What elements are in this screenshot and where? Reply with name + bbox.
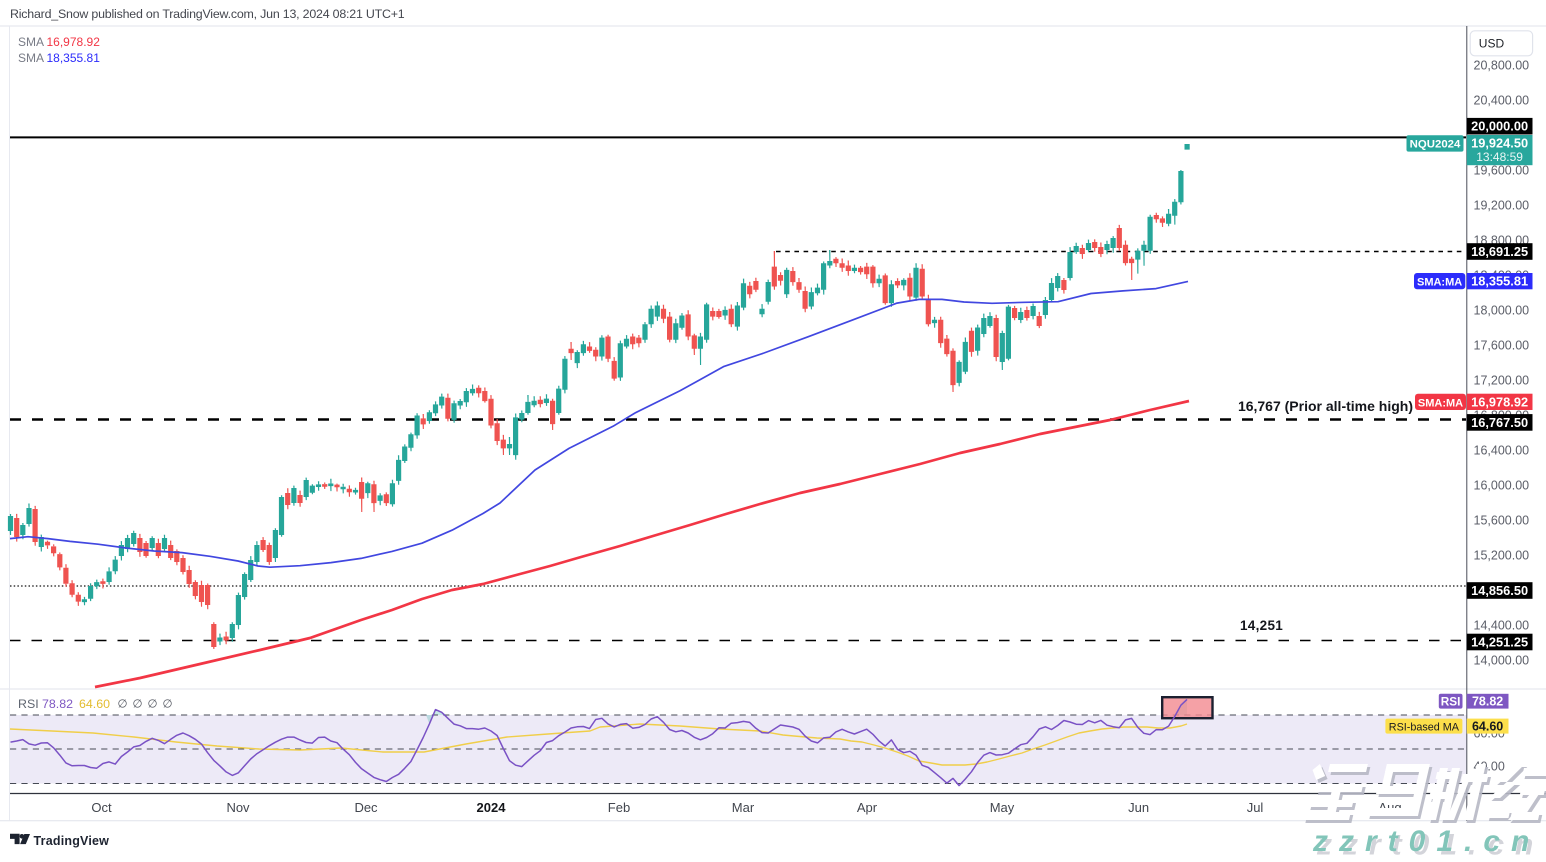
svg-text:14,856.50: 14,856.50 bbox=[1471, 583, 1528, 598]
svg-text:78.82: 78.82 bbox=[42, 697, 73, 711]
svg-text:Feb: Feb bbox=[608, 800, 630, 815]
svg-text:16,767 (Prior all-time high): 16,767 (Prior all-time high) bbox=[1238, 398, 1413, 414]
svg-text:∅: ∅ bbox=[163, 699, 173, 711]
svg-text:17,200.00: 17,200.00 bbox=[1474, 374, 1530, 388]
svg-text:Oct: Oct bbox=[91, 800, 112, 815]
svg-text:Jun: Jun bbox=[1128, 800, 1149, 815]
svg-text:20,400.00: 20,400.00 bbox=[1474, 94, 1530, 108]
svg-text:14,400.00: 14,400.00 bbox=[1474, 619, 1530, 633]
svg-text:RSI: RSI bbox=[18, 697, 39, 711]
svg-text:Apr: Apr bbox=[857, 800, 878, 815]
svg-text:18,691.25: 18,691.25 bbox=[1471, 244, 1528, 259]
svg-text:14,000.00: 14,000.00 bbox=[1474, 654, 1530, 668]
svg-text:2024: 2024 bbox=[477, 800, 507, 815]
svg-text:64.60: 64.60 bbox=[1472, 719, 1503, 733]
svg-text:∅: ∅ bbox=[133, 699, 143, 711]
svg-text:USD: USD bbox=[1479, 37, 1505, 51]
svg-text:15,600.00: 15,600.00 bbox=[1474, 514, 1530, 528]
svg-text:16,400.00: 16,400.00 bbox=[1474, 444, 1530, 458]
svg-text:14,251: 14,251 bbox=[1240, 618, 1283, 633]
svg-text:17,600.00: 17,600.00 bbox=[1474, 339, 1530, 353]
svg-text:∅: ∅ bbox=[118, 699, 128, 711]
svg-text:64.60: 64.60 bbox=[79, 697, 110, 711]
svg-text:May: May bbox=[990, 800, 1015, 815]
svg-text:RSI-based MA: RSI-based MA bbox=[1389, 721, 1460, 733]
svg-text:Richard_Snow published on Trad: Richard_Snow published on TradingView.co… bbox=[10, 7, 405, 21]
svg-text:∅: ∅ bbox=[148, 699, 158, 711]
svg-text:18,355.81: 18,355.81 bbox=[1471, 274, 1528, 289]
svg-text:15,200.00: 15,200.00 bbox=[1474, 549, 1530, 563]
svg-text:16,767.50: 16,767.50 bbox=[1471, 415, 1528, 430]
svg-text:zzrt01.cn: zzrt01.cn bbox=[1316, 829, 1544, 858]
svg-text:NQU2024: NQU2024 bbox=[1410, 138, 1461, 150]
svg-text:16,978.92: 16,978.92 bbox=[1471, 394, 1528, 409]
svg-text:Mar: Mar bbox=[732, 800, 755, 815]
svg-text:19,924.50: 19,924.50 bbox=[1471, 136, 1528, 151]
svg-text:20,800.00: 20,800.00 bbox=[1474, 59, 1530, 73]
svg-text:16,000.00: 16,000.00 bbox=[1474, 479, 1530, 493]
svg-text:16,978.92: 16,978.92 bbox=[47, 35, 101, 49]
svg-text:14,251.25: 14,251.25 bbox=[1471, 634, 1528, 649]
svg-text:Dec: Dec bbox=[354, 800, 378, 815]
svg-text:18,000.00: 18,000.00 bbox=[1474, 304, 1530, 318]
svg-text:Nov: Nov bbox=[226, 800, 250, 815]
svg-text:RSI: RSI bbox=[1441, 694, 1461, 708]
svg-text:20,000.00: 20,000.00 bbox=[1471, 119, 1528, 134]
svg-text:Jul: Jul bbox=[1247, 800, 1264, 815]
svg-text:SMA: SMA bbox=[18, 35, 44, 49]
svg-text:19,600.00: 19,600.00 bbox=[1474, 164, 1530, 178]
svg-text:zzrt01.cn: zzrt01.cn bbox=[1312, 825, 1540, 857]
svg-text:TradingView: TradingView bbox=[34, 834, 110, 848]
svg-text:19,200.00: 19,200.00 bbox=[1474, 199, 1530, 213]
svg-text:SMA:MA: SMA:MA bbox=[1417, 277, 1462, 289]
svg-text:13:48:59: 13:48:59 bbox=[1476, 150, 1523, 164]
svg-text:SMA:MA: SMA:MA bbox=[1418, 397, 1463, 409]
svg-text:SMA: SMA bbox=[18, 51, 44, 65]
svg-text:18,355.81: 18,355.81 bbox=[47, 51, 101, 65]
svg-text:78.82: 78.82 bbox=[1472, 694, 1503, 708]
